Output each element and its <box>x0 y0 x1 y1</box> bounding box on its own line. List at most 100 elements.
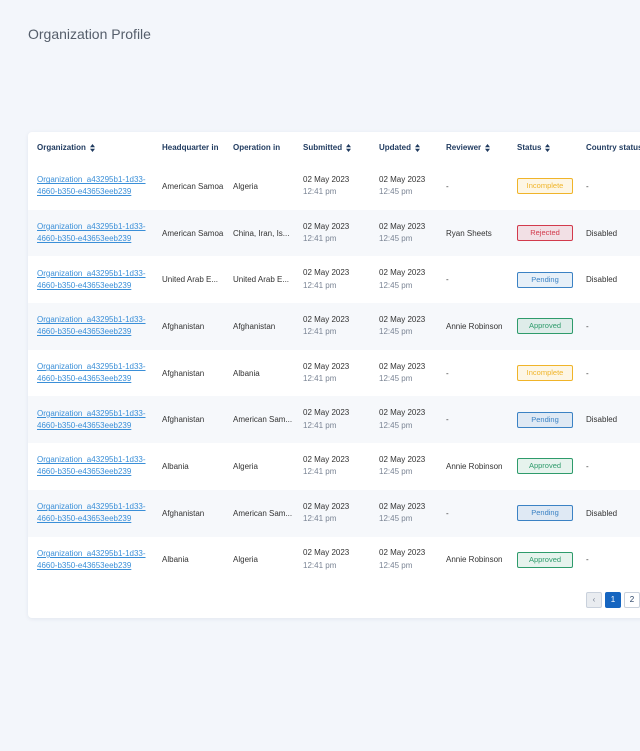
prev-page[interactable]: ‹ <box>586 592 602 608</box>
time: 12:41 pm <box>303 327 337 337</box>
org-link[interactable]: Organization_a43295b1-1d33- 4660-b350-e43… <box>28 501 162 525</box>
date-cell: 02 May 2023 12:45 pm <box>379 407 446 432</box>
org-line: Organization_a43295b1-1d33- <box>37 408 146 418</box>
cell: Annie Robinson <box>446 321 503 331</box>
status-badge: Approved <box>517 458 573 475</box>
date: 02 May 2023 <box>379 361 426 371</box>
cell: American Samoa <box>162 181 224 191</box>
column-header[interactable]: Updated <box>379 143 446 152</box>
column-header[interactable]: Status <box>517 143 586 152</box>
status-cell: Approved <box>517 318 586 335</box>
cell: - <box>586 461 589 471</box>
cell: United Arab E... <box>162 275 219 285</box>
sort-icon[interactable] <box>346 143 352 152</box>
cell: Albania <box>162 555 189 565</box>
table-row: Organization_a43295b1-1d33- 4660-b350-e43… <box>28 537 640 584</box>
column-header[interactable]: Reviewer <box>446 143 517 152</box>
cell: United Arab E... <box>233 275 290 285</box>
date-cell: 02 May 2023 12:41 pm <box>303 454 379 479</box>
date: 02 May 2023 <box>303 501 350 511</box>
time: 12:41 pm <box>303 560 337 570</box>
sort-icon[interactable] <box>545 143 551 152</box>
org-link[interactable]: Organization_a43295b1-1d33- 4660-b350-e43… <box>28 221 162 245</box>
date-cell: 02 May 2023 12:41 pm <box>303 174 379 199</box>
date: 02 May 2023 <box>379 314 426 324</box>
date: 02 May 2023 <box>303 314 350 324</box>
cell: Albania <box>233 368 260 378</box>
cell: Afghanistan <box>162 508 205 518</box>
time: 12:45 pm <box>379 514 413 524</box>
org-link[interactable]: Organization_a43295b1-1d33- 4660-b350-e43… <box>28 408 162 432</box>
table-row: Organization_a43295b1-1d33- 4660-b350-e43… <box>28 256 640 303</box>
status-cell: Incomplete <box>517 178 586 195</box>
date-cell: 02 May 2023 12:45 pm <box>379 547 446 572</box>
column-header: Operation in <box>233 143 303 152</box>
time: 12:41 pm <box>303 420 337 430</box>
sort-icon[interactable] <box>485 143 491 152</box>
org-line: 4660-b350-e43653eeb239 <box>37 280 132 290</box>
column-label: Updated <box>379 143 411 152</box>
column-header: Country status <box>586 143 640 152</box>
cell: Afghanistan <box>162 415 205 425</box>
org-link[interactable]: Organization_a43295b1-1d33- 4660-b350-e43… <box>28 174 162 198</box>
status-badge: Incomplete <box>517 178 573 195</box>
org-link[interactable]: Organization_a43295b1-1d33- 4660-b350-e43… <box>28 314 162 338</box>
org-link[interactable]: Organization_a43295b1-1d33- 4660-b350-e43… <box>28 361 162 385</box>
org-line: 4660-b350-e43653eeb239 <box>37 374 132 384</box>
date-cell: 02 May 2023 12:45 pm <box>379 454 446 479</box>
column-header[interactable]: Organization <box>28 143 162 152</box>
table-row: Organization_a43295b1-1d33- 4660-b350-e43… <box>28 163 640 210</box>
date-cell: 02 May 2023 12:41 pm <box>303 267 379 292</box>
cell: - <box>586 181 589 191</box>
page-button[interactable]: 2 <box>624 592 640 608</box>
date: 02 May 2023 <box>303 361 350 371</box>
date: 02 May 2023 <box>379 221 426 231</box>
cell: - <box>446 368 449 378</box>
status-badge: Rejected <box>517 225 573 242</box>
org-line: Organization_a43295b1-1d33- <box>37 548 146 558</box>
time: 12:45 pm <box>379 420 413 430</box>
cell: Disabled <box>586 415 618 425</box>
date-cell: 02 May 2023 12:41 pm <box>303 314 379 339</box>
org-line: 4660-b350-e43653eeb239 <box>37 420 132 430</box>
cell: American Sam... <box>233 415 293 425</box>
date-cell: 02 May 2023 12:45 pm <box>379 501 446 526</box>
date-cell: 02 May 2023 12:45 pm <box>379 174 446 199</box>
org-link[interactable]: Organization_a43295b1-1d33- 4660-b350-e43… <box>28 454 162 478</box>
sort-icon[interactable] <box>89 143 95 152</box>
cell: American Sam... <box>233 508 293 518</box>
status-cell: Pending <box>517 505 586 522</box>
time: 12:41 pm <box>303 374 337 384</box>
date-cell: 02 May 2023 12:45 pm <box>379 221 446 246</box>
cell: Afghanistan <box>162 368 205 378</box>
page-button[interactable]: 1 <box>605 592 621 608</box>
date-cell: 02 May 2023 12:41 pm <box>303 501 379 526</box>
time: 12:41 pm <box>303 234 337 244</box>
table-row: Organization_a43295b1-1d33- 4660-b350-e43… <box>28 209 640 257</box>
status-badge: Approved <box>517 551 573 568</box>
column-header[interactable]: Submitted <box>303 143 379 152</box>
status-badge: Pending <box>517 271 573 288</box>
sort-icon[interactable] <box>415 143 420 152</box>
cell: Afghanistan <box>162 321 205 331</box>
org-line: Organization_a43295b1-1d33- <box>37 455 146 465</box>
table-row: Organization_a43295b1-1d33- 4660-b350-e43… <box>28 350 640 397</box>
date-cell: 02 May 2023 12:41 pm <box>303 221 379 246</box>
org-link[interactable]: Organization_a43295b1-1d33- 4660-b350-e43… <box>28 268 162 292</box>
time: 12:41 pm <box>303 187 337 197</box>
cell: - <box>446 415 449 425</box>
time: 12:41 pm <box>303 280 337 290</box>
date-cell: 02 May 2023 12:45 pm <box>379 361 446 386</box>
date-cell: 02 May 2023 12:41 pm <box>303 547 379 572</box>
org-line: Organization_a43295b1-1d33- <box>37 222 146 232</box>
org-line: 4660-b350-e43653eeb239 <box>37 327 132 337</box>
cell: - <box>586 368 589 378</box>
status-cell: Pending <box>517 411 586 428</box>
status-cell: Approved <box>517 551 586 568</box>
table-body: Organization_a43295b1-1d33- 4660-b350-e43… <box>28 163 640 583</box>
org-link[interactable]: Organization_a43295b1-1d33- 4660-b350-e43… <box>28 548 162 572</box>
cell: Algeria <box>233 181 258 191</box>
org-line: Organization_a43295b1-1d33- <box>37 502 146 512</box>
